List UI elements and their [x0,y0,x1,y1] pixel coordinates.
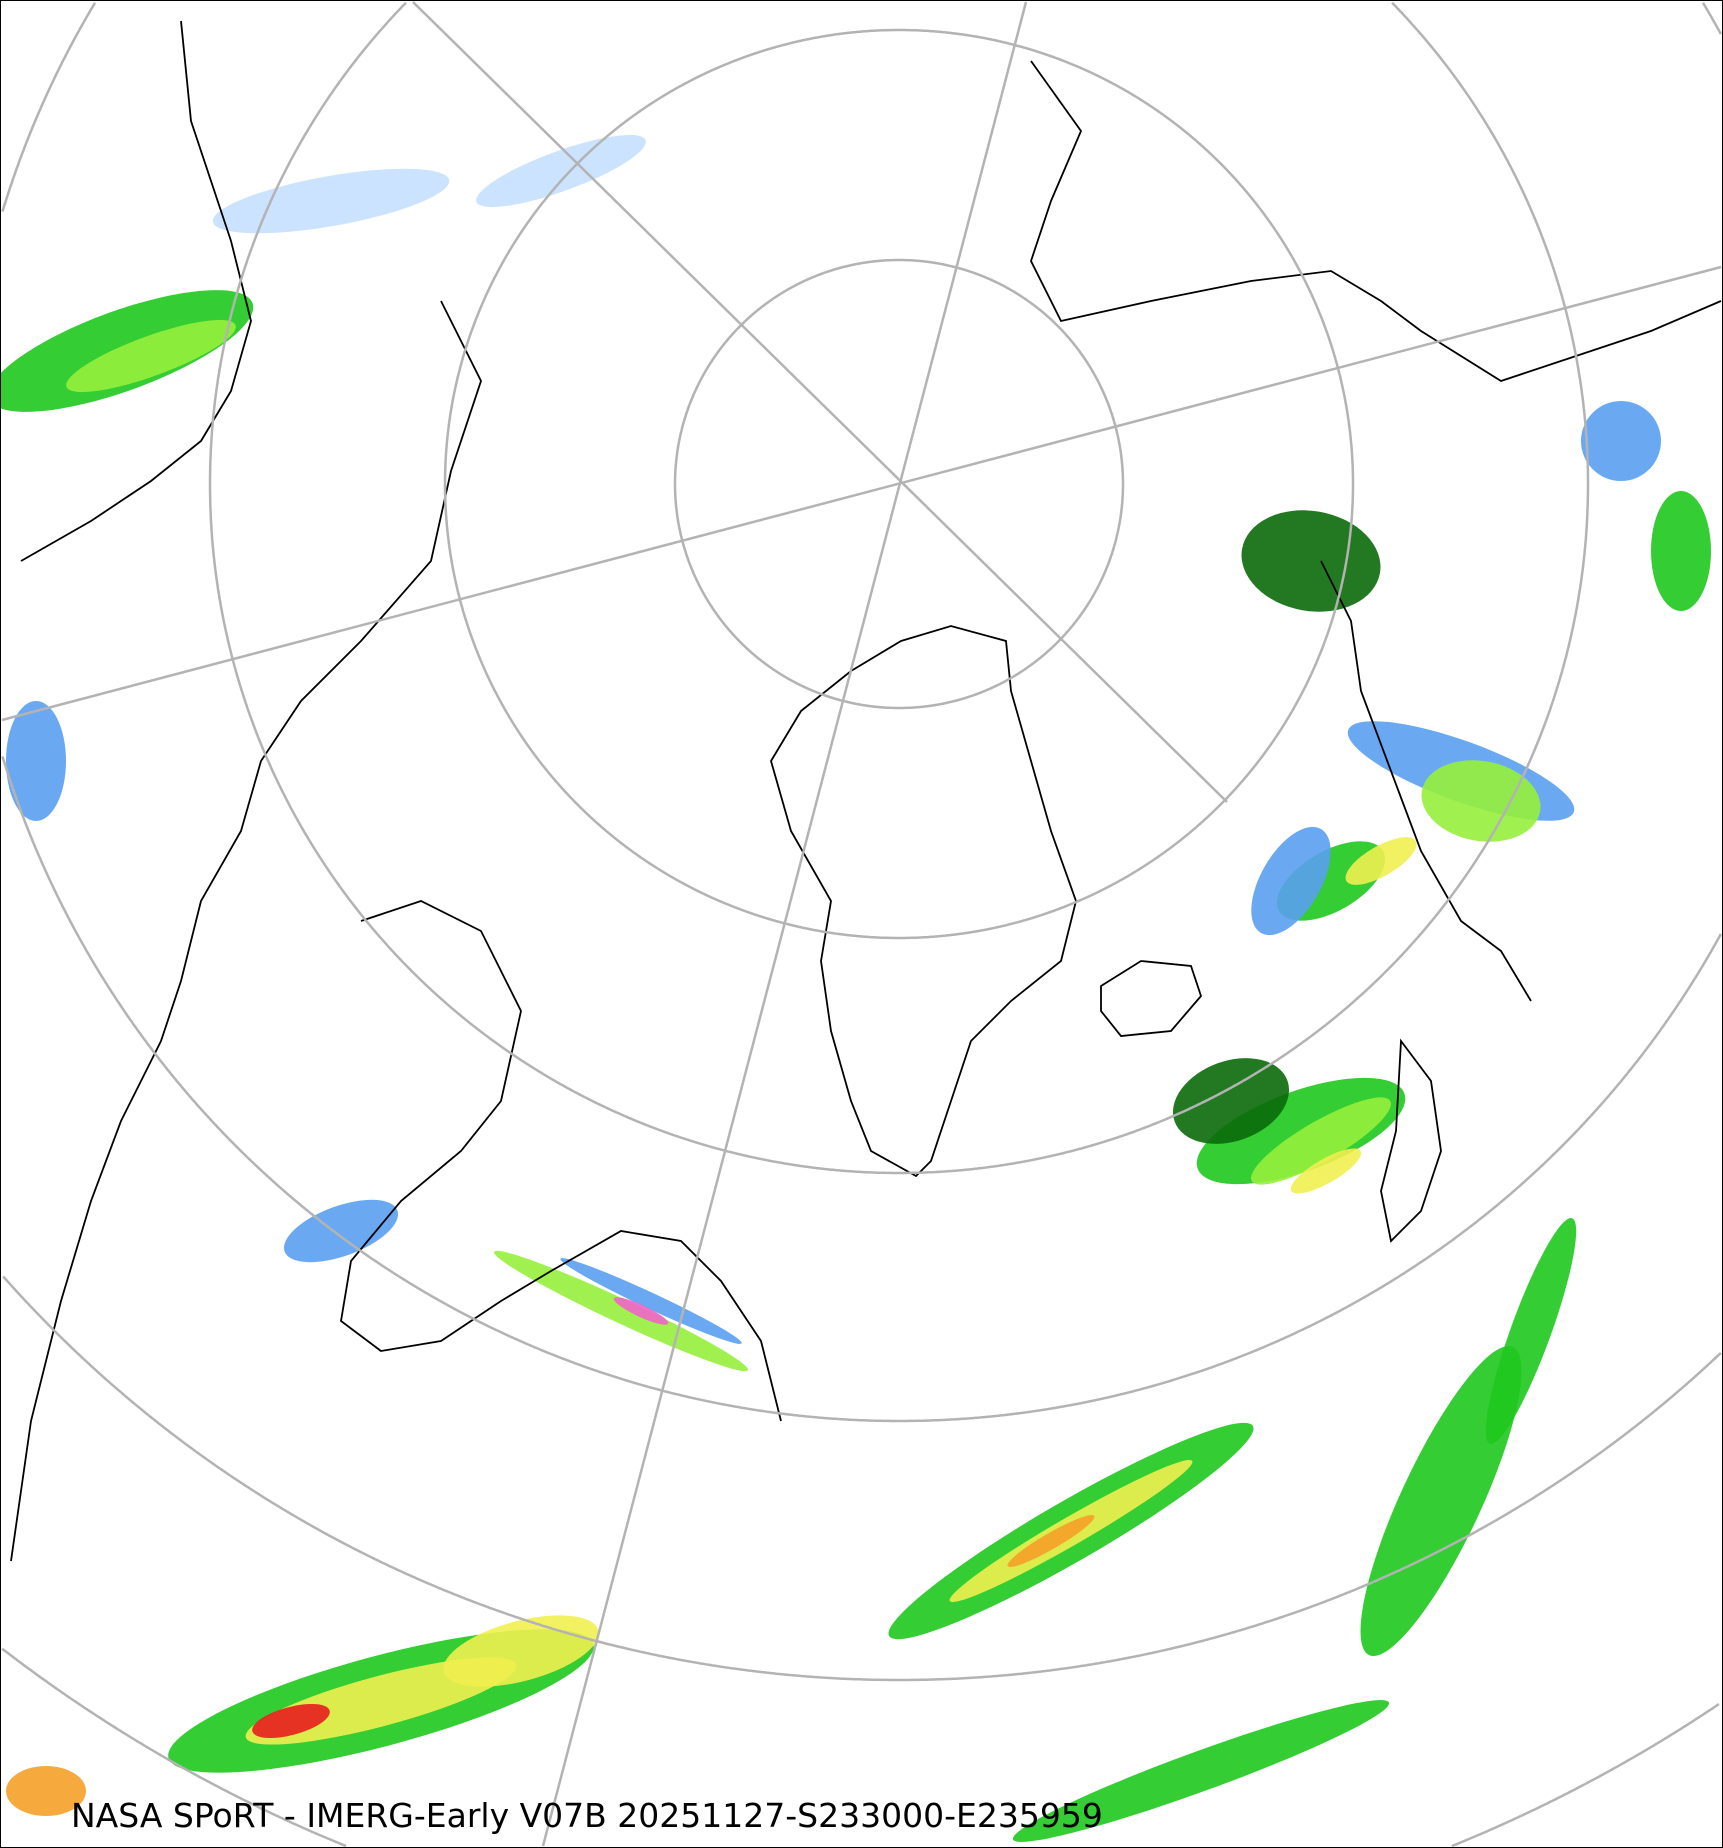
greenland-outline [770,625,1077,1178]
precip-area-yellow [1345,837,1417,885]
precip-area-very-light [476,134,646,208]
alaska-coast [20,20,252,562]
precip-area-dark-green [1241,510,1381,612]
precip-area-light-green [494,1250,748,1372]
precipitation-layer [1,134,1711,1842]
precip-area-light [6,701,66,821]
hudson-bay-coast [340,900,782,1422]
latitude-circle [208,1,1590,1175]
precip-area-dark-green [1172,1058,1290,1144]
meridian-line [541,1,1028,1847]
north-america-coast [10,300,482,1562]
precip-area-light-green [1251,1097,1391,1185]
map-caption: NASA SPoRT - IMERG-Early V07B 20251127-S… [71,1796,1103,1835]
precip-area-light-green [1421,760,1541,842]
meridian-line [1,265,1722,722]
precip-area-light [283,1199,399,1263]
meridian-line [412,1,1228,803]
precip-area-green [1012,1700,1390,1842]
precip-area-light-green [66,319,236,393]
precip-area-yellow [1290,1148,1362,1194]
precip-area-red [252,1703,330,1739]
precip-area-pink [613,1297,669,1325]
latitude-circle [1,1647,1720,1847]
precip-area-orange [1007,1515,1095,1567]
eurasia-coast [1030,60,1722,382]
latitude-circle [1,2,1722,1423]
precip-area-orange [6,1766,86,1816]
precip-area-yellow [443,1615,599,1687]
coastlines-layer [10,20,1722,1562]
scandinavia-coast [1320,560,1532,1002]
precip-area-green [1485,1218,1577,1444]
latitude-circle [2,1275,1722,1682]
uk-coast [1380,1038,1442,1243]
precip-area-light [560,1258,742,1344]
iceland-outline [1100,960,1203,1037]
latitude-circle [673,258,1125,710]
precip-area-green [1360,1346,1522,1656]
precip-area-very-light [212,168,450,234]
latitude-circle [443,28,1355,940]
precip-area-green [1651,491,1711,611]
precip-area-light [1251,826,1331,936]
precip-area-light [1581,401,1661,481]
